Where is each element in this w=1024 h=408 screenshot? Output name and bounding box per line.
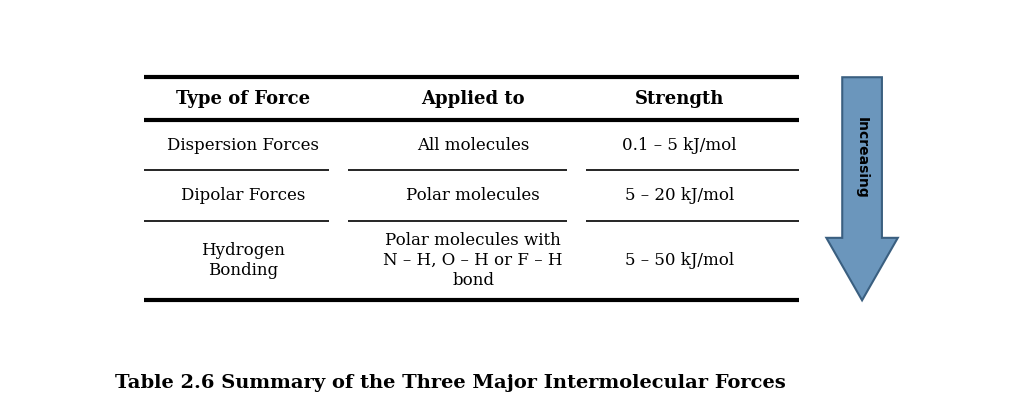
Text: Increasing: Increasing xyxy=(855,117,869,198)
Polygon shape xyxy=(826,77,898,300)
Text: Table 2.6 Summary of the Three Major Intermolecular Forces: Table 2.6 Summary of the Three Major Int… xyxy=(115,374,786,392)
Text: Strength: Strength xyxy=(635,90,724,108)
Text: Applied to: Applied to xyxy=(422,90,525,108)
Text: Dispersion Forces: Dispersion Forces xyxy=(167,137,319,154)
Text: Polar molecules: Polar molecules xyxy=(407,187,540,204)
Text: Hydrogen
Bonding: Hydrogen Bonding xyxy=(201,242,285,279)
Text: Dipolar Forces: Dipolar Forces xyxy=(181,187,305,204)
Text: Polar molecules with
N – H, O – H or F – H
bond: Polar molecules with N – H, O – H or F –… xyxy=(383,233,563,289)
Text: 5 – 20 kJ/mol: 5 – 20 kJ/mol xyxy=(625,187,734,204)
Text: 5 – 50 kJ/mol: 5 – 50 kJ/mol xyxy=(625,252,734,269)
Text: All molecules: All molecules xyxy=(417,137,529,154)
Text: 0.1 – 5 kJ/mol: 0.1 – 5 kJ/mol xyxy=(623,137,737,154)
Text: Type of Force: Type of Force xyxy=(176,90,310,108)
